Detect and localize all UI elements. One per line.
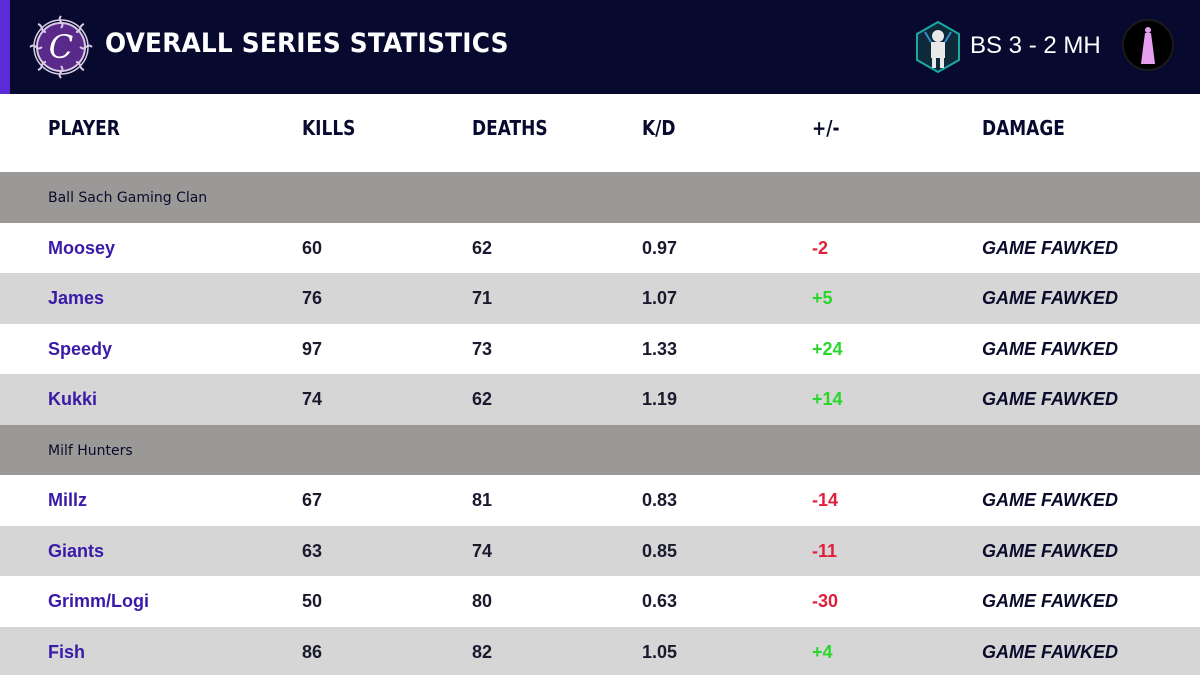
table-row: Moosey 60 62 0.97 -2 GAME FAWKED (0, 222, 1200, 273)
header-kd: K/D (642, 116, 676, 140)
header-damage: DAMAGE (982, 116, 1065, 140)
milf-hunters-team-logo-icon (1122, 19, 1174, 71)
team-name: Ball Sach Gaming Clan (48, 190, 208, 206)
stats-table: Ball Sach Gaming Clan Moosey 60 62 0.97 … (0, 172, 1200, 675)
kills-value: 63 (302, 540, 323, 561)
player-name: Millz (48, 490, 87, 510)
damage-value: GAME FAWKED (982, 490, 1119, 510)
kills-value: 76 (302, 288, 323, 308)
deaths-value: 81 (472, 490, 493, 510)
kills-value: 60 (302, 237, 323, 258)
kd-value: 0.83 (642, 490, 678, 510)
damage-value: GAME FAWKED (982, 237, 1119, 258)
player-name: Grimm/Logi (48, 591, 150, 611)
series-score: BS 3 - 2 MH (970, 32, 1101, 59)
deaths-value: 62 (472, 389, 493, 409)
header-bar: C OVERALL SERIES STATISTICS BS 3 - 2 MH (0, 0, 1200, 94)
kills-value: 97 (302, 338, 323, 359)
table-row: Grimm/Logi 50 80 0.63 -30 GAME FAWKED (0, 576, 1200, 627)
deaths-value: 82 (472, 641, 493, 662)
table-row: Speedy 97 73 1.33 +24 GAME FAWKED (0, 323, 1200, 374)
damage-value: GAME FAWKED (982, 641, 1119, 662)
deaths-value: 73 (472, 338, 493, 359)
team-name: Milf Hunters (48, 442, 133, 459)
kd-value: 1.19 (642, 389, 678, 409)
player-name: Kukki (48, 389, 98, 409)
damage-value: GAME FAWKED (982, 288, 1119, 308)
table-row: Kukki 74 62 1.19 +14 GAME FAWKED (0, 374, 1200, 425)
damage-value: GAME FAWKED (982, 338, 1119, 359)
plus-minus-value: -2 (812, 237, 829, 258)
player-name: Speedy (48, 338, 113, 359)
kd-value: 1.07 (642, 288, 678, 308)
kd-value: 0.85 (642, 540, 678, 561)
header-player: PLAYER (48, 116, 120, 140)
plus-minus-value: +24 (812, 338, 843, 359)
svg-text:C: C (49, 28, 73, 66)
table-row: James 76 71 1.07 +5 GAME FAWKED (0, 273, 1200, 324)
deaths-value: 80 (472, 591, 493, 611)
deaths-value: 74 (472, 540, 493, 561)
table-row: Millz 67 81 0.83 -14 GAME FAWKED (0, 475, 1200, 526)
kd-value: 0.97 (642, 237, 678, 258)
ball-sach-team-logo-icon (916, 20, 960, 74)
plus-minus-value: -14 (812, 490, 839, 510)
player-name: Giants (48, 540, 105, 561)
table-row: Giants 63 74 0.85 -11 GAME FAWKED (0, 525, 1200, 576)
kd-value: 1.33 (642, 338, 678, 359)
header-deaths: DEATHS (472, 116, 548, 140)
kills-value: 74 (302, 389, 323, 409)
accent-bar (0, 0, 10, 94)
column-headers: PLAYER KILLS DEATHS K/D +/- DAMAGE (0, 94, 1200, 172)
damage-value: GAME FAWKED (982, 389, 1119, 409)
plus-minus-value: -30 (812, 591, 839, 611)
plus-minus-value: +5 (812, 288, 833, 308)
damage-value: GAME FAWKED (982, 540, 1119, 561)
ornate-c-crest-icon: C (29, 15, 93, 79)
kills-value: 86 (302, 641, 323, 662)
kd-value: 1.05 (642, 641, 678, 662)
plus-minus-value: +14 (812, 389, 843, 409)
team-group-row: Milf Hunters (0, 424, 1200, 475)
deaths-value: 62 (472, 237, 493, 258)
header-plus-minus: +/- (812, 116, 840, 140)
team-group-row: Ball Sach Gaming Clan (0, 172, 1200, 223)
table-row: Fish 86 82 1.05 +4 GAME FAWKED (0, 626, 1200, 675)
deaths-value: 71 (472, 288, 493, 308)
kills-value: 67 (302, 490, 323, 510)
player-name: Fish (48, 641, 86, 662)
damage-value: GAME FAWKED (982, 591, 1119, 611)
plus-minus-value: +4 (812, 641, 833, 662)
header-kills: KILLS (302, 116, 356, 140)
player-name: Moosey (48, 237, 116, 258)
kd-value: 0.63 (642, 591, 678, 611)
page-title: OVERALL SERIES STATISTICS (105, 28, 509, 59)
plus-minus-value: -11 (812, 540, 838, 561)
kills-value: 50 (302, 591, 323, 611)
player-name: James (48, 288, 105, 308)
